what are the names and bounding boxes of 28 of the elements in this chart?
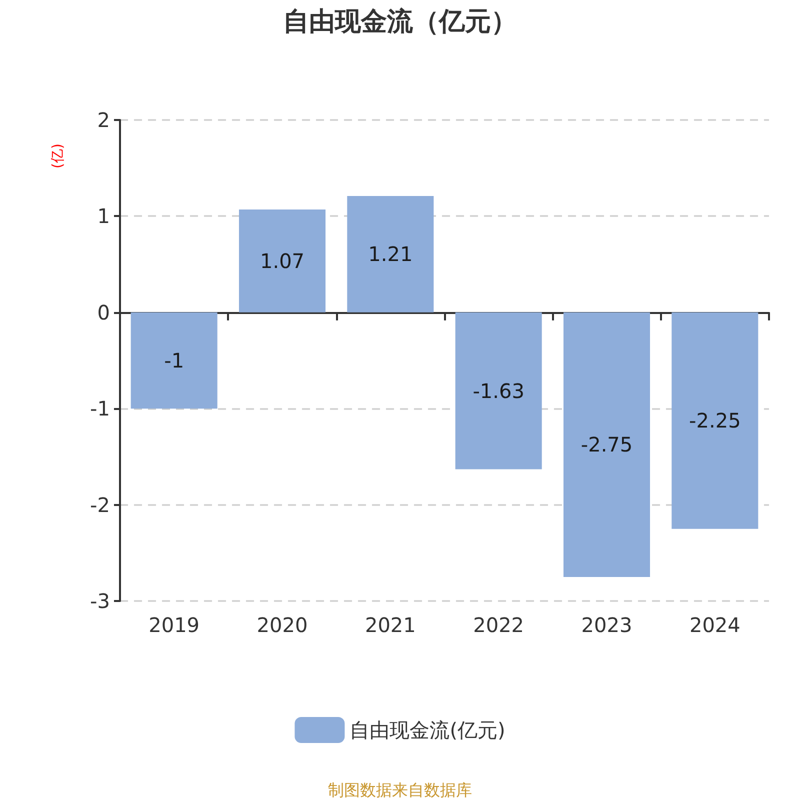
data-label: -2.25: [689, 408, 741, 433]
chart-title: 自由现金流（亿元）: [283, 7, 517, 37]
bar: [563, 312, 650, 577]
data-label: -1: [164, 348, 184, 372]
y-tick-label: 0: [97, 300, 110, 324]
y-tick-label: -2: [90, 492, 110, 517]
x-tick-label: 2021: [364, 613, 416, 637]
legend-label: 自由现金流(亿元): [350, 718, 506, 742]
x-tick-label: 2020: [256, 613, 308, 637]
x-tick-label: 2019: [148, 613, 200, 637]
data-label: -1.63: [472, 378, 524, 403]
y-tick-label: 1: [97, 204, 110, 228]
bar: [455, 312, 542, 470]
x-tick-label: 2023: [581, 613, 632, 637]
y-axis-title: (亿): [50, 144, 66, 168]
x-tick-label: 2024: [689, 613, 740, 637]
y-tick-label: -1: [90, 396, 110, 421]
y-tick-label: -3: [90, 589, 110, 613]
data-label: 1.21: [368, 242, 413, 266]
bar: [130, 312, 218, 409]
x-tick-label: 2022: [473, 613, 524, 637]
bar: [672, 312, 758, 529]
text: 制图数据来自数据库: [328, 780, 472, 800]
bar: [347, 196, 434, 312]
data-label: 1.07: [260, 248, 305, 273]
y-tick-label: 2: [97, 108, 110, 132]
data-label: -2.75: [580, 432, 633, 457]
bar: [238, 209, 326, 312]
